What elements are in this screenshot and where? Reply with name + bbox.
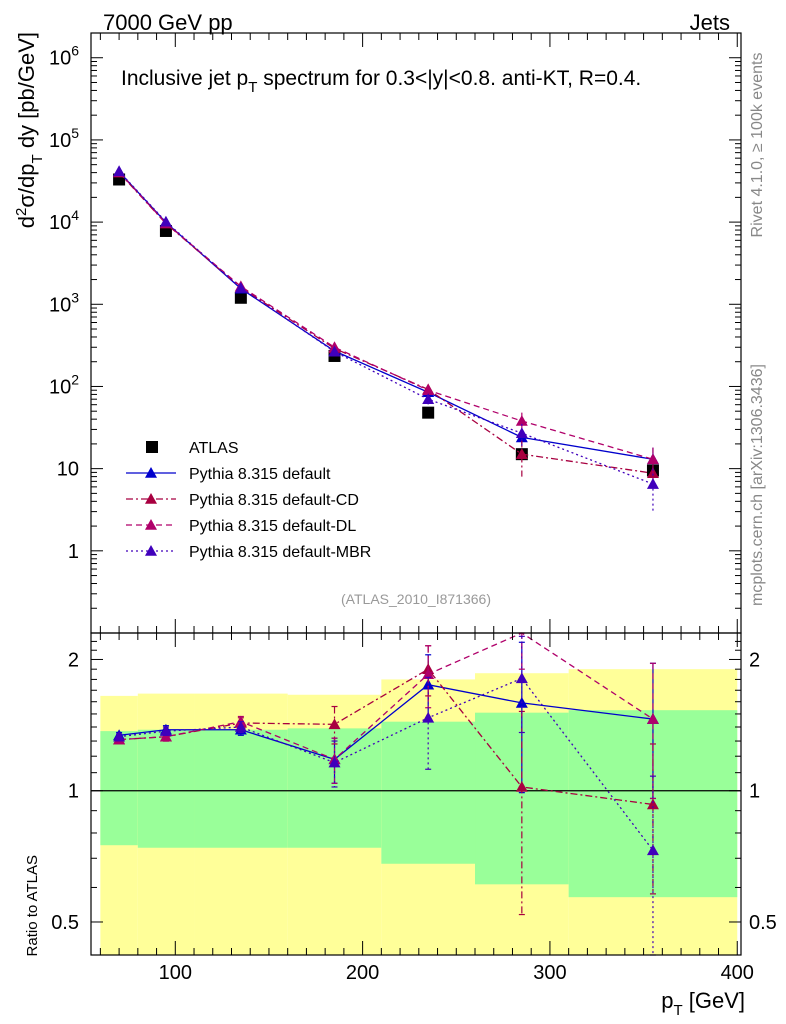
ratio-y-tick-label-left: 1 xyxy=(68,781,79,803)
main-series-marker xyxy=(234,281,247,293)
main-series-marker xyxy=(159,215,172,227)
main-series-marker xyxy=(422,384,435,396)
ratio-y-tick-label-right: 2 xyxy=(749,649,760,671)
x-tick-label: 200 xyxy=(346,962,379,984)
ratio-y-tick-label-left: 2 xyxy=(68,649,79,671)
main-series-marker xyxy=(328,345,341,357)
ratio-y-tick-label-left: 0.5 xyxy=(51,912,79,934)
header-left: 7000 GeV pp xyxy=(103,10,233,35)
legend-marker xyxy=(145,519,157,530)
legend-label: Pythia 8.315 default xyxy=(189,466,331,483)
main-series-marker xyxy=(646,453,659,465)
atlas-data-point xyxy=(422,406,435,419)
x-tick-label: 300 xyxy=(533,962,566,984)
legend-marker xyxy=(145,467,157,478)
x-tick-label: 100 xyxy=(159,962,192,984)
main-series-marker xyxy=(422,393,435,404)
legend-label: Pythia 8.315 default-MBR xyxy=(189,544,371,561)
atlas-data-point xyxy=(234,291,247,304)
main-y-tick-label: 103 xyxy=(49,289,79,316)
legend-marker xyxy=(145,545,157,556)
ratio-series-marker xyxy=(646,844,659,856)
ratio-series-marker xyxy=(646,713,659,724)
ratio-series-marker xyxy=(159,725,172,736)
ratio-y-axis-label: Ratio to ATLAS xyxy=(24,855,41,956)
ratio-series-marker xyxy=(515,780,528,792)
main-series-marker xyxy=(515,427,528,438)
ratio-series-marker xyxy=(328,756,341,768)
ratio-series-marker xyxy=(422,711,435,723)
main-series-line xyxy=(118,171,654,460)
main-series-marker xyxy=(515,414,528,426)
legend-label: ATLAS xyxy=(189,440,239,457)
main-y-tick-label: 10 xyxy=(57,459,79,481)
main-y-tick-label: 105 xyxy=(49,125,79,152)
ratio-plot-frame xyxy=(90,632,742,956)
side-label-rivet: Rivet 4.1.0, ≥ 100k events xyxy=(749,53,766,238)
main-series-line xyxy=(118,171,654,460)
ratio-series-marker xyxy=(234,721,247,732)
inner-uncertainty-band xyxy=(137,729,195,848)
main-plot-frame xyxy=(90,32,742,634)
inner-uncertainty-band xyxy=(194,729,288,848)
ratio-y-tick-label-right: 0.5 xyxy=(749,912,777,934)
ratio-series-marker xyxy=(515,672,528,684)
main-y-tick-label: 1 xyxy=(68,541,79,563)
header-right: Jets xyxy=(690,10,730,35)
ratio-series-marker xyxy=(328,718,341,730)
main-series-line xyxy=(118,170,654,485)
main-title: Inclusive jet pT spectrum for 0.3<|y|<0.… xyxy=(121,67,641,96)
ratio-series-marker xyxy=(646,798,659,810)
legend-label: Pythia 8.315 default-DL xyxy=(189,518,356,535)
legend-marker xyxy=(145,493,157,504)
main-y-axis-label: d2σ/dpT dy [pb/GeV] xyxy=(13,32,46,228)
main-series-marker xyxy=(646,478,659,489)
ratio-plot: 100 200 300 400 0.5 0.5 1 1 2 2 xyxy=(51,632,777,984)
main-series-line xyxy=(118,172,654,474)
legend-marker-atlas xyxy=(146,441,158,453)
ratio-series-marker xyxy=(422,668,435,680)
reference-label: (ATLAS_2010_I871366) xyxy=(341,591,491,607)
ratio-series-marker xyxy=(159,730,172,742)
side-label-mcplots: mcplots.cern.ch [arXiv:1306.3436] xyxy=(749,364,766,606)
main-series-marker xyxy=(113,165,126,177)
main-y-tick-label: 104 xyxy=(49,207,79,234)
inner-uncertainty-band xyxy=(381,721,476,864)
x-axis-label: pT [GeV] xyxy=(661,988,745,1019)
x-tick-label: 400 xyxy=(721,962,754,984)
ratio-series-marker xyxy=(113,730,126,742)
ratio-y-tick-label-right: 1 xyxy=(749,781,760,803)
inner-uncertainty-band xyxy=(100,731,138,846)
main-series-marker xyxy=(515,448,528,459)
legend-label: Pythia 8.315 default-CD xyxy=(189,492,359,509)
main-y-tick-label: 106 xyxy=(49,43,79,70)
main-y-tick-label: 102 xyxy=(49,371,79,398)
main-plot: 1 10 102 103 104 105 106 ATLAS Pythia 8.315 defa… xyxy=(49,32,742,634)
